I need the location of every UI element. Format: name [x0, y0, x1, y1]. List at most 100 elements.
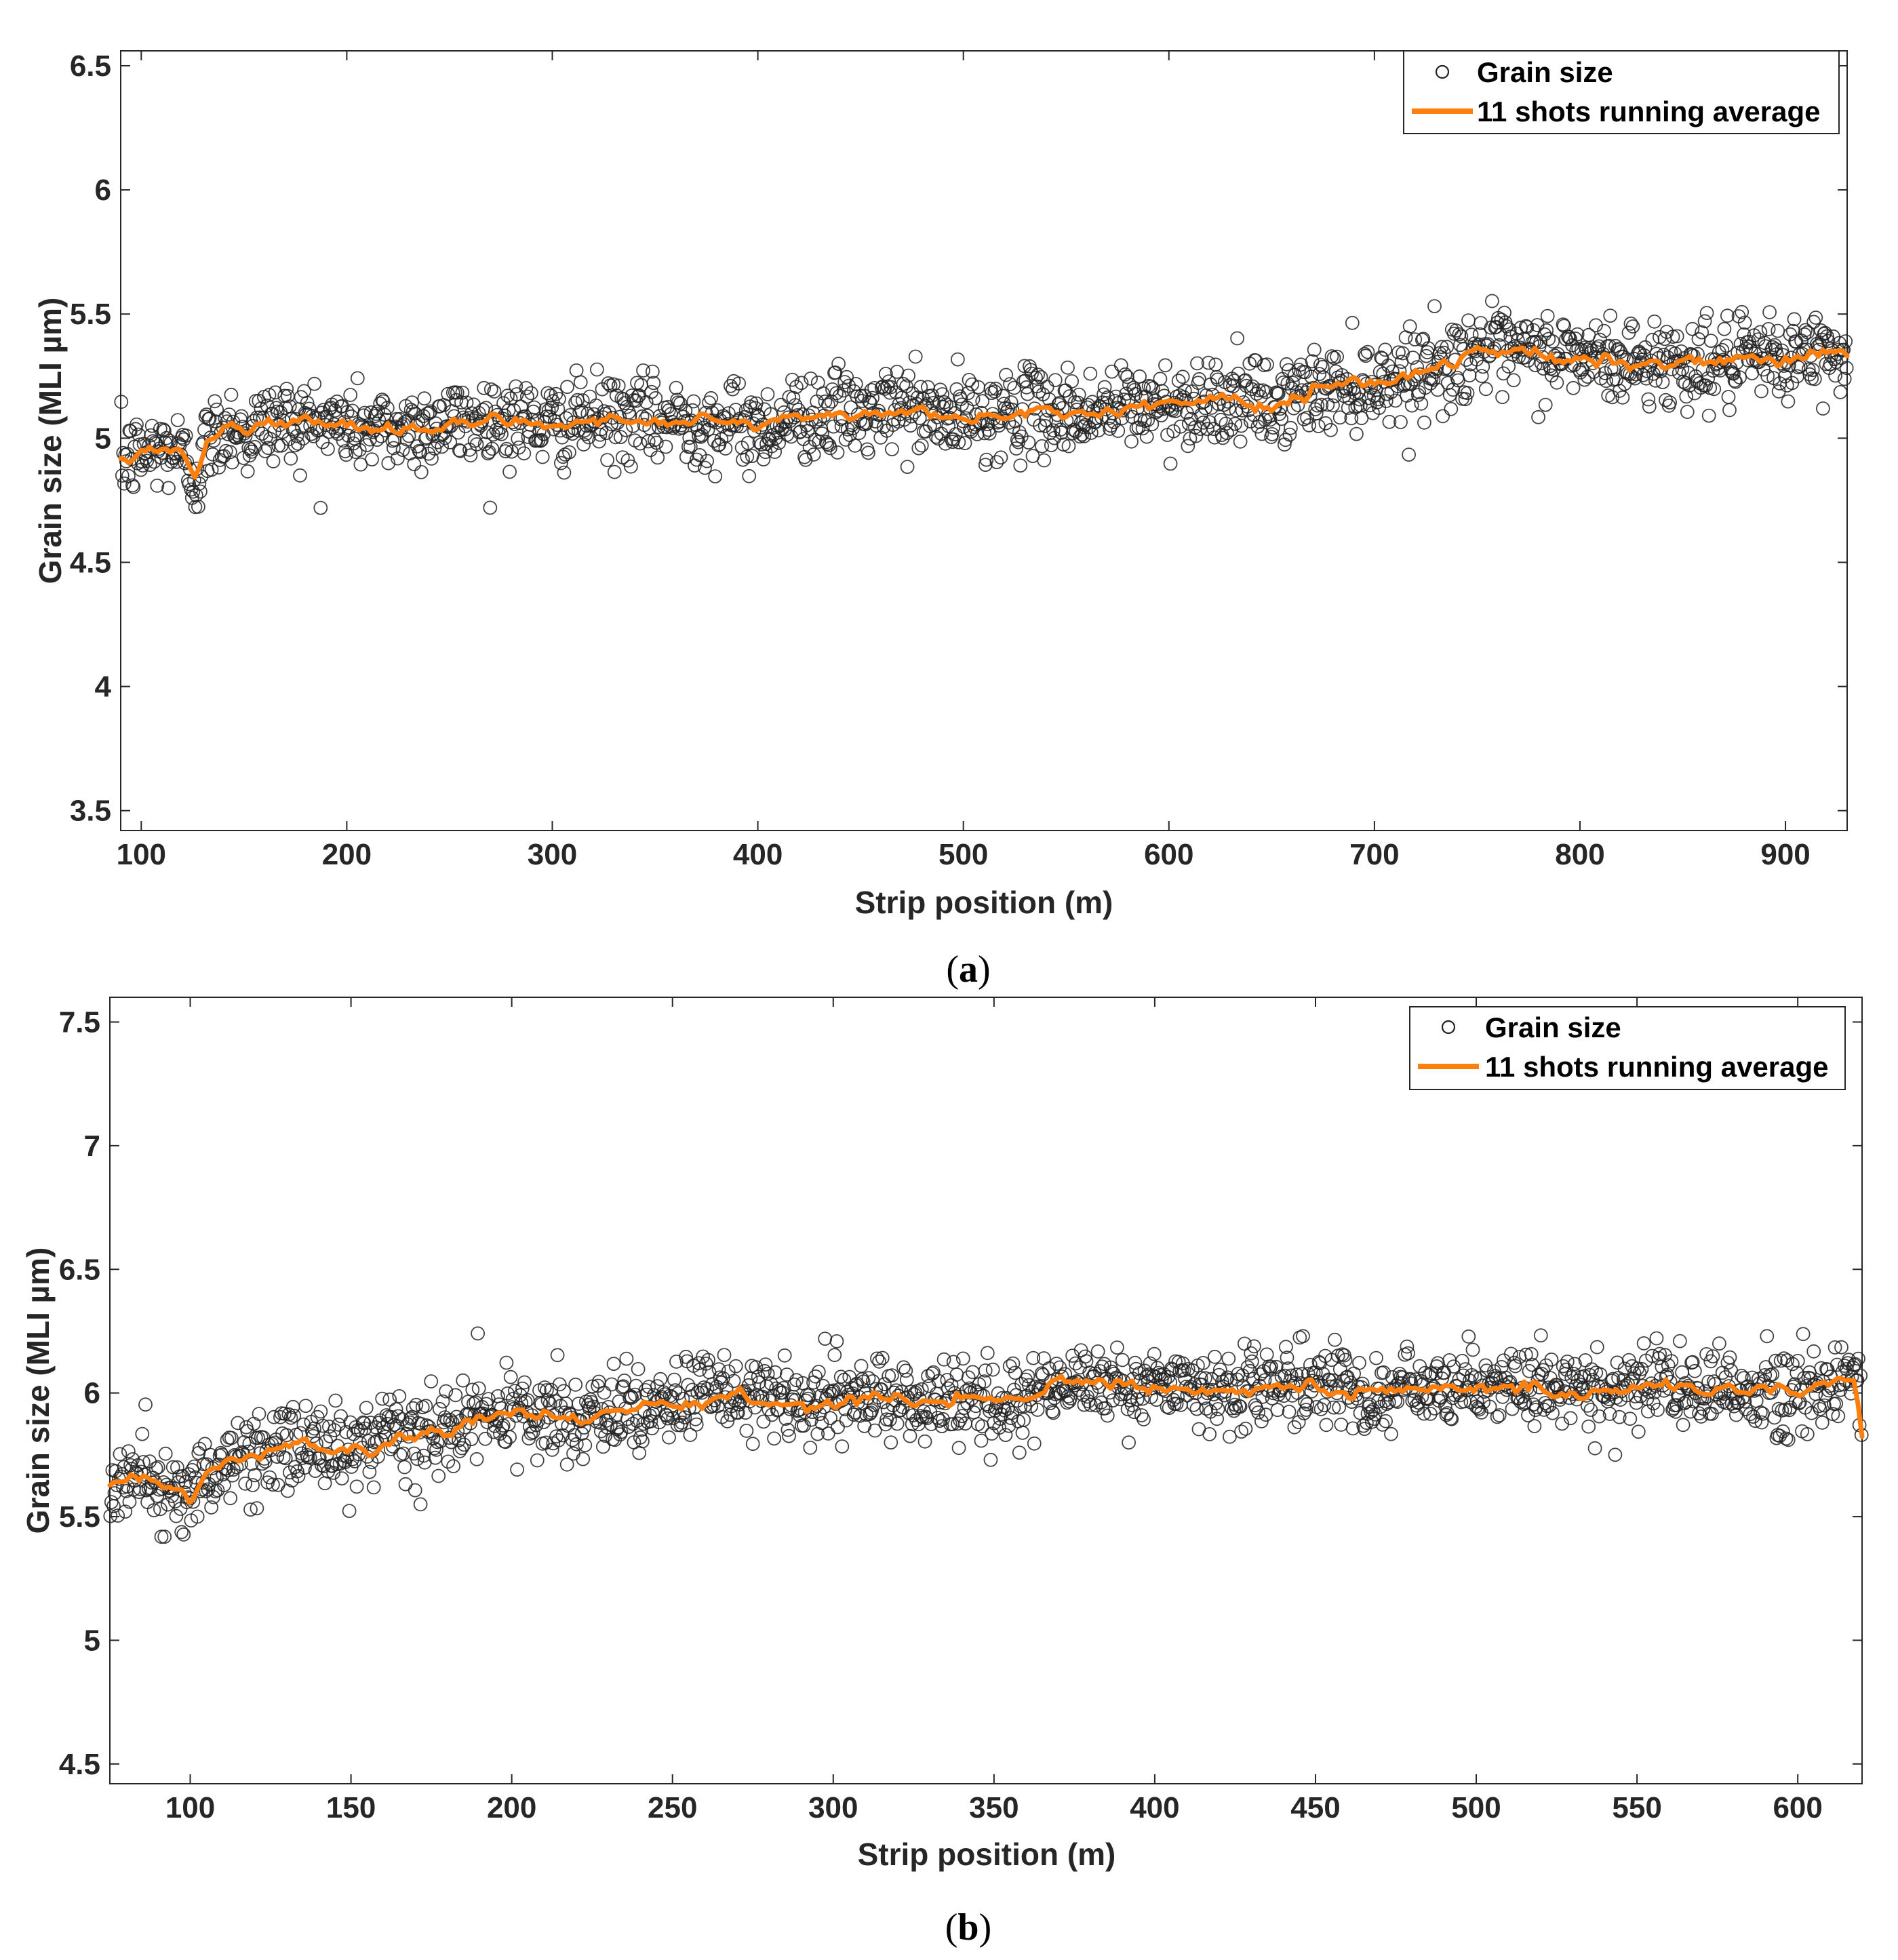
grain-size-point	[413, 1497, 428, 1512]
grain-size-point	[1071, 387, 1086, 402]
grain-size-point	[1674, 344, 1688, 359]
grain-size-point	[262, 1470, 277, 1485]
grain-size-point	[824, 394, 839, 409]
grain-size-point	[295, 420, 309, 435]
grain-size-point	[1806, 1344, 1821, 1359]
grain-size-point	[1016, 1412, 1031, 1427]
grain-size-point	[826, 1383, 841, 1398]
grain-size-point	[700, 454, 714, 468]
grain-size-point	[176, 1527, 191, 1542]
grain-size-point	[1817, 325, 1832, 340]
y-tick-label: 4.5	[59, 1748, 100, 1781]
grain-size-point	[732, 376, 746, 391]
grain-size-point	[859, 416, 873, 431]
grain-size-point	[1678, 376, 1693, 391]
grain-size-point	[1244, 1354, 1259, 1369]
grain-size-point	[1775, 1424, 1790, 1439]
y-tick-label: 5	[84, 1624, 100, 1657]
panel-a-running-average-line	[118, 344, 1850, 480]
grain-size-point	[914, 1382, 929, 1397]
grain-size-point	[951, 435, 966, 449]
grain-size-point	[1221, 1351, 1236, 1366]
grain-size-point	[1694, 1409, 1709, 1424]
grain-size-point	[517, 1375, 532, 1390]
grain-size-point	[926, 1365, 941, 1380]
grain-size-point	[1493, 1371, 1508, 1385]
panel-a-legend: Grain size 11 shots running average	[1403, 50, 1840, 134]
grain-size-point	[552, 392, 566, 406]
grain-size-point	[509, 379, 523, 394]
grain-size-point	[508, 1384, 522, 1399]
grain-size-point	[1279, 1340, 1293, 1355]
grain-size-point	[1465, 1368, 1479, 1382]
grain-size-point	[757, 1363, 772, 1378]
grain-size-point	[167, 1494, 182, 1509]
grain-size-point	[785, 372, 799, 387]
grain-size-point	[1648, 373, 1663, 388]
grain-size-point	[1800, 1426, 1815, 1441]
panel-a-caption-letter: a	[959, 948, 978, 991]
panel-b-legend-entry-grain-size: Grain size	[1485, 1012, 1621, 1043]
grain-size-point	[1584, 1362, 1599, 1377]
grain-size-point	[316, 403, 331, 417]
grain-size-point	[1827, 1340, 1842, 1355]
grain-size-point	[1638, 340, 1653, 355]
grain-size-point	[1278, 1368, 1292, 1383]
grain-size-point	[533, 433, 548, 448]
grain-size-point	[1384, 1426, 1398, 1441]
grain-size-point	[1839, 361, 1854, 376]
grain-size-point	[1758, 1368, 1773, 1382]
grain-size-point	[363, 1416, 378, 1430]
grain-size-point	[178, 428, 193, 443]
grain-size-point	[1591, 1409, 1606, 1424]
grain-size-point	[836, 383, 851, 398]
grain-size-point	[965, 377, 979, 392]
grain-size-point	[1037, 418, 1052, 433]
grain-size-point	[1767, 1410, 1782, 1425]
grain-size-point	[1587, 1441, 1602, 1456]
grain-size-point	[1699, 1347, 1714, 1361]
grain-size-point	[407, 457, 422, 472]
grain-size-point	[1221, 395, 1235, 409]
grain-size-point	[387, 441, 401, 456]
grain-size-point	[380, 401, 395, 416]
grain-size-point	[789, 1373, 804, 1388]
x-tick-label: 450	[1290, 1791, 1340, 1824]
y-tick-label: 6	[84, 1377, 100, 1410]
grain-size-point	[1056, 437, 1071, 452]
grain-size-point	[1739, 1402, 1753, 1416]
grain-size-point	[833, 1369, 848, 1384]
grain-size-point	[1290, 1386, 1305, 1400]
grain-size-point	[248, 1468, 262, 1483]
grain-size-point	[498, 1435, 513, 1449]
grain-size-point	[380, 1416, 395, 1431]
grain-size-point	[1615, 390, 1630, 405]
grain-size-point	[226, 1462, 241, 1477]
grain-size-point	[913, 380, 928, 395]
grain-size-point	[955, 1351, 970, 1366]
grain-size-point	[863, 1407, 877, 1422]
grain-size-point	[662, 1430, 676, 1445]
grain-size-point	[1724, 365, 1739, 379]
grain-size-point	[1579, 1388, 1594, 1403]
grain-size-point	[397, 1460, 412, 1475]
grain-size-point	[1008, 1365, 1023, 1380]
grain-size-point	[515, 1381, 530, 1396]
grain-size-point	[573, 375, 588, 390]
grain-size-point	[530, 1453, 545, 1468]
grain-size-point	[1381, 1395, 1396, 1409]
grain-size-point	[1046, 1405, 1061, 1420]
grain-size-point	[1672, 365, 1686, 380]
grain-size-point	[500, 388, 515, 403]
grain-size-point	[788, 398, 803, 412]
grain-size-point	[1673, 355, 1688, 369]
grain-size-point	[782, 1428, 796, 1443]
grain-size-point	[1535, 1363, 1550, 1378]
grain-size-point	[479, 401, 494, 416]
grain-size-point	[820, 437, 835, 452]
grain-size-point	[539, 409, 554, 424]
grain-size-point	[540, 386, 555, 401]
grain-size-point	[1765, 340, 1780, 355]
grain-size-point	[730, 1405, 745, 1420]
grain-size-point	[1650, 1403, 1665, 1417]
